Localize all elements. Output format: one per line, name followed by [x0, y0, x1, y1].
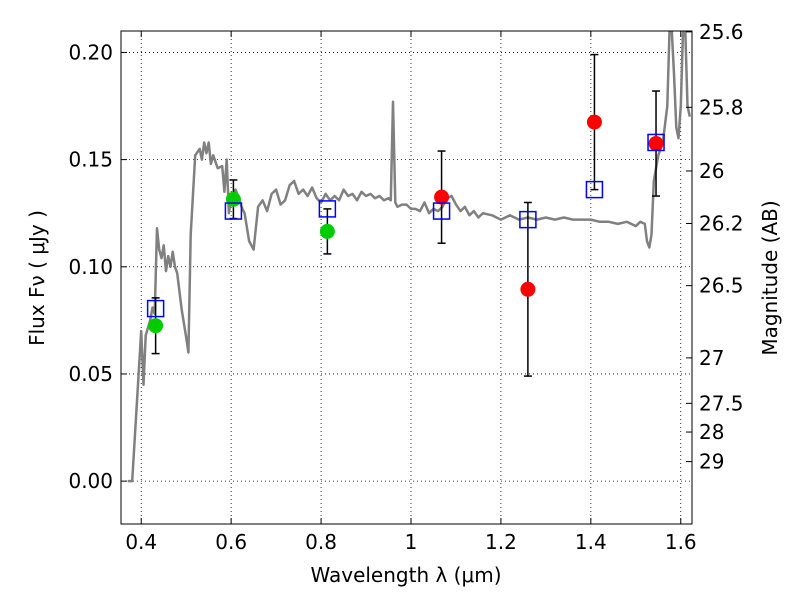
red-data-point: [434, 189, 450, 205]
x-axis-label: Wavelength λ (μm): [310, 563, 501, 587]
x-tick-label: 1: [405, 530, 418, 554]
green-data-point: [225, 191, 241, 207]
plot-frame: [120, 30, 693, 525]
x-tick-label: 1.4: [575, 530, 607, 554]
y-axis-label: Flux Fν ( μJy ): [25, 210, 49, 346]
model-spectrum: [127, 31, 692, 483]
y-axis-label-text: Flux Fν ( μJy ): [25, 210, 49, 346]
red-data-point: [520, 281, 536, 297]
model-squares: [146, 133, 665, 318]
y-tick-label: 0.15: [68, 148, 113, 172]
model-square-marker: [647, 133, 665, 152]
model-square-marker: [585, 180, 604, 199]
model-square-marker: [224, 202, 243, 220]
x-tick-label: 0.8: [305, 530, 337, 554]
x-tick-label: 0.4: [125, 530, 157, 554]
red-data-point: [586, 114, 602, 130]
right-tick-label: 26.5: [699, 274, 744, 298]
right-tick-label: 27: [699, 346, 724, 370]
y-tick-label: 0.00: [68, 469, 113, 493]
right-axis-label: Magnitude (AB): [758, 200, 782, 355]
model-square-marker: [146, 299, 165, 318]
right-tick-label: 25.8: [699, 95, 744, 119]
model-square-marker: [519, 210, 537, 229]
right-tick-label: 25.6: [699, 20, 744, 44]
right-axis-label-text: Magnitude (AB): [758, 200, 782, 355]
right-tick-label: 28: [699, 420, 724, 444]
x-tick-label: 1.2: [485, 530, 517, 554]
axis-ticks: [121, 31, 692, 524]
model-square-marker: [318, 200, 337, 218]
y-tick-label: 0.20: [68, 40, 113, 64]
model-square-marker: [432, 202, 451, 220]
model-spectrum-line: [127, 31, 692, 483]
y-tick-label: 0.05: [68, 362, 113, 386]
right-tick-label: 26: [699, 159, 724, 183]
data-points: [148, 114, 664, 334]
y-tick-label: 0.10: [68, 255, 113, 279]
tick-labels: 0.4 0.6 0.8 1 1.2 1.4 1.6 0.00 0.05 0.10 0.15 0.20 2…: [68, 20, 743, 554]
red-data-point: [648, 136, 664, 152]
right-tick-label: 29: [699, 450, 724, 474]
green-data-point: [319, 223, 335, 239]
green-data-point: [148, 318, 164, 334]
x-axis-label-text: Wavelength λ (μm): [310, 563, 501, 587]
x-tick-label: 1.6: [665, 530, 697, 554]
right-tick-label: 26.2: [699, 211, 744, 235]
x-tick-label: 0.6: [215, 530, 247, 554]
right-tick-label: 27.5: [699, 391, 744, 415]
